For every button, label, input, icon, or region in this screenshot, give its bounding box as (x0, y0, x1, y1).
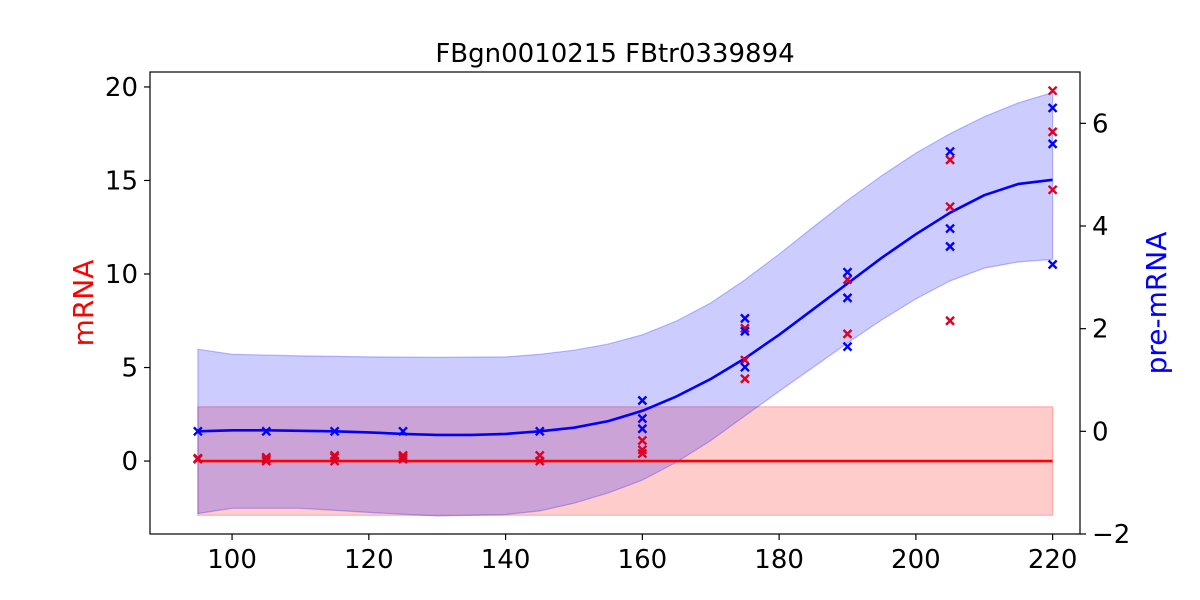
data-point-mrna (637, 444, 648, 455)
data-point-mrna (945, 201, 955, 212)
data-point-mrna (637, 435, 648, 446)
x-tick-label: 120 (344, 545, 394, 575)
data-point-mrna (329, 452, 340, 463)
data-point-mrna (1047, 184, 1058, 195)
data-point-pre-mrna (842, 267, 853, 278)
data-point-pre-mrna (740, 326, 750, 337)
data-point-mrna (740, 373, 750, 384)
y-left-tick-label: 0 (121, 447, 138, 477)
y-axis-right-label: pre-mRNA (1140, 232, 1173, 375)
data-point-mrna (945, 315, 955, 326)
data-point-mrna (1047, 127, 1058, 137)
plot-area (193, 85, 1058, 517)
data-point-pre-mrna (842, 293, 853, 303)
y-axis-left-label: mRNA (67, 260, 100, 347)
data-point-pre-mrna (329, 426, 340, 437)
x-tick-label: 220 (1028, 545, 1078, 575)
confidence-band-pre-mrna (197, 91, 1054, 517)
data-point-mrna (398, 452, 408, 463)
data-point-pre-mrna (740, 362, 750, 373)
y-axis-left: 0 5 10 15 20 (105, 73, 150, 477)
data-point-pre-mrna (534, 426, 545, 437)
data-point-pre-mrna (637, 413, 648, 424)
y-left-tick-label: 20 (105, 73, 138, 103)
chart-title: FBgn0010215 FBtr0339894 (435, 39, 794, 69)
data-point-mrna (261, 452, 272, 463)
data-point-pre-mrna (945, 146, 955, 157)
data-point-mrna (261, 454, 272, 465)
x-axis: 100 120 140 160 180 200 220 (207, 534, 1077, 575)
data-point-pre-mrna (945, 241, 955, 252)
data-point-mrna (740, 323, 750, 334)
y-right-tick-label: −2 (1092, 520, 1130, 550)
data-point-pre-mrna (842, 341, 853, 352)
data-point-pre-mrna (637, 423, 648, 434)
data-point-pre-mrna (945, 223, 955, 234)
y-axis-right: −2 0 2 4 6 (1080, 109, 1130, 550)
y-right-tick-label: 2 (1092, 315, 1109, 345)
data-point-mrna (534, 450, 545, 461)
x-tick-label: 140 (481, 545, 531, 575)
y-right-tick-label: 0 (1092, 417, 1109, 447)
y-left-tick-label: 15 (105, 166, 138, 196)
x-tick-label: 100 (207, 545, 257, 575)
data-point-pre-mrna (740, 313, 750, 324)
plot-frame (149, 71, 1081, 535)
data-point-pre-mrna (1047, 139, 1058, 149)
mean-line-pre-mrna (197, 178, 1053, 437)
x-tick-label: 200 (891, 545, 941, 575)
y-right-tick-label: 4 (1092, 212, 1109, 242)
data-point-pre-mrna (193, 426, 203, 437)
y-right-tick-label: 6 (1092, 109, 1109, 139)
y-left-tick-label: 10 (105, 260, 138, 290)
data-point-mrna (842, 329, 853, 339)
data-point-mrna (740, 355, 750, 365)
data-point-pre-mrna (398, 426, 408, 437)
x-tick-label: 160 (618, 545, 668, 575)
data-point-pre-mrna (1047, 103, 1058, 113)
data-point-mrna (398, 450, 408, 461)
data-point-mrna (945, 155, 955, 165)
data-point-mrna (1047, 85, 1058, 96)
data-point-pre-mrna (637, 395, 648, 406)
x-tick-label: 180 (754, 545, 804, 575)
data-point-mrna (329, 450, 340, 461)
data-point-pre-mrna (1047, 259, 1058, 270)
data-point-mrna (842, 274, 853, 285)
data-point-mrna (193, 453, 203, 464)
data-point-pre-mrna (261, 426, 272, 437)
y-left-tick-label: 5 (121, 354, 138, 384)
